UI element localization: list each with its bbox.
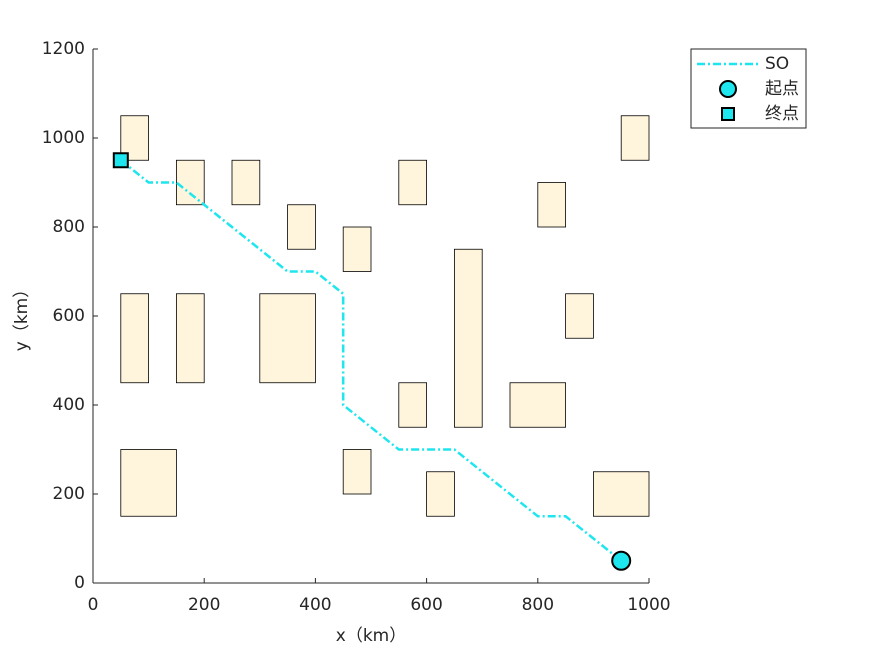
legend-end-marker [721, 107, 735, 121]
x-axis-label: x（km） [336, 626, 406, 646]
y-tick-label: 400 [53, 395, 85, 415]
obstacle [593, 471, 650, 517]
x-tick-label: 600 [410, 595, 442, 615]
x-tick-label: 200 [188, 595, 220, 615]
obstacle [537, 182, 566, 228]
obstacle [120, 293, 150, 384]
obstacle [259, 293, 316, 384]
legend-start-marker [719, 80, 737, 98]
legend-label: 终点 [765, 104, 799, 124]
x-tick-label: 1000 [627, 595, 670, 615]
start-marker [611, 550, 632, 571]
x-tick-label: 800 [522, 595, 554, 615]
obstacle [453, 248, 483, 428]
obstacle [287, 204, 316, 250]
obstacle [175, 159, 205, 206]
x-tick-label: 400 [299, 595, 331, 615]
y-tick-label: 200 [53, 484, 85, 504]
obstacle [620, 115, 650, 161]
obstacle [509, 382, 566, 428]
y-tick-label: 0 [74, 573, 85, 593]
legend-label: SO [765, 54, 789, 74]
y-tick-label: 1200 [42, 39, 85, 59]
obstacle [120, 449, 177, 517]
obstacle [398, 159, 427, 206]
x-tick-label: 0 [88, 595, 99, 615]
obstacle [398, 382, 427, 428]
obstacle [231, 159, 261, 206]
legend-label: 起点 [765, 79, 799, 99]
legend-box [690, 48, 807, 129]
y-tick-label: 600 [53, 306, 85, 326]
obstacle [565, 293, 594, 339]
route-line [120, 159, 622, 562]
obstacle [342, 449, 372, 495]
obstacle [175, 293, 205, 384]
y-tick-label: 800 [53, 217, 85, 237]
obstacle [426, 471, 455, 517]
y-tick-label: 1000 [42, 128, 85, 148]
end-marker [112, 152, 129, 169]
y-axis-label: y（km） [12, 281, 32, 351]
obstacle [342, 226, 372, 272]
